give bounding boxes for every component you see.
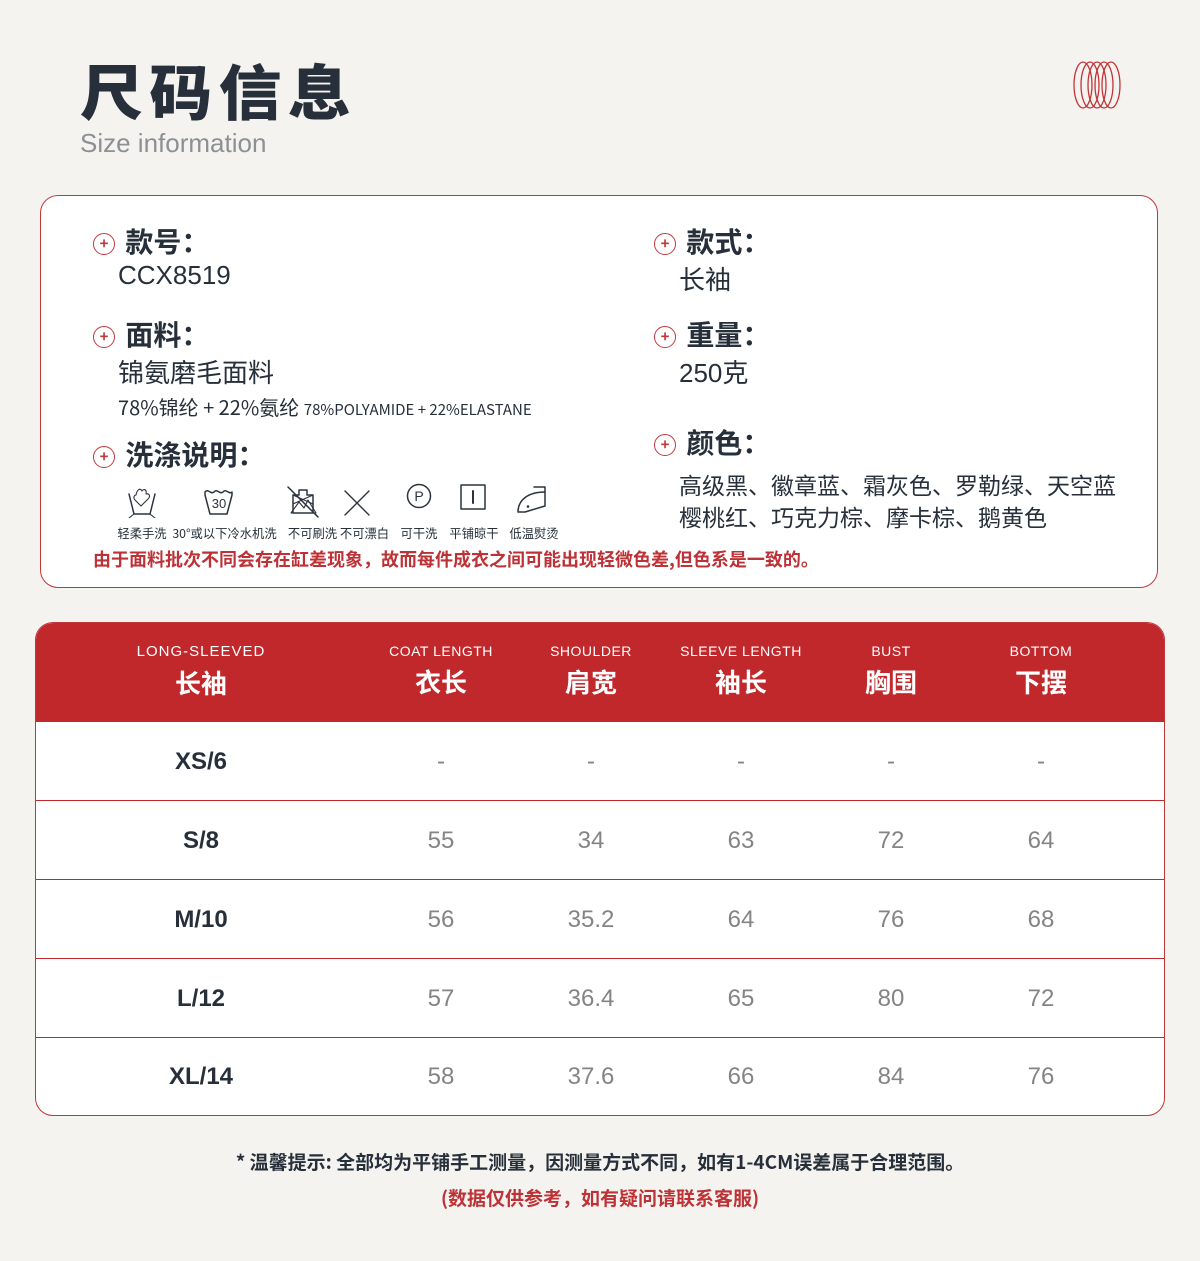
svg-text:30: 30 [212, 496, 226, 511]
svg-text:P: P [414, 488, 423, 504]
